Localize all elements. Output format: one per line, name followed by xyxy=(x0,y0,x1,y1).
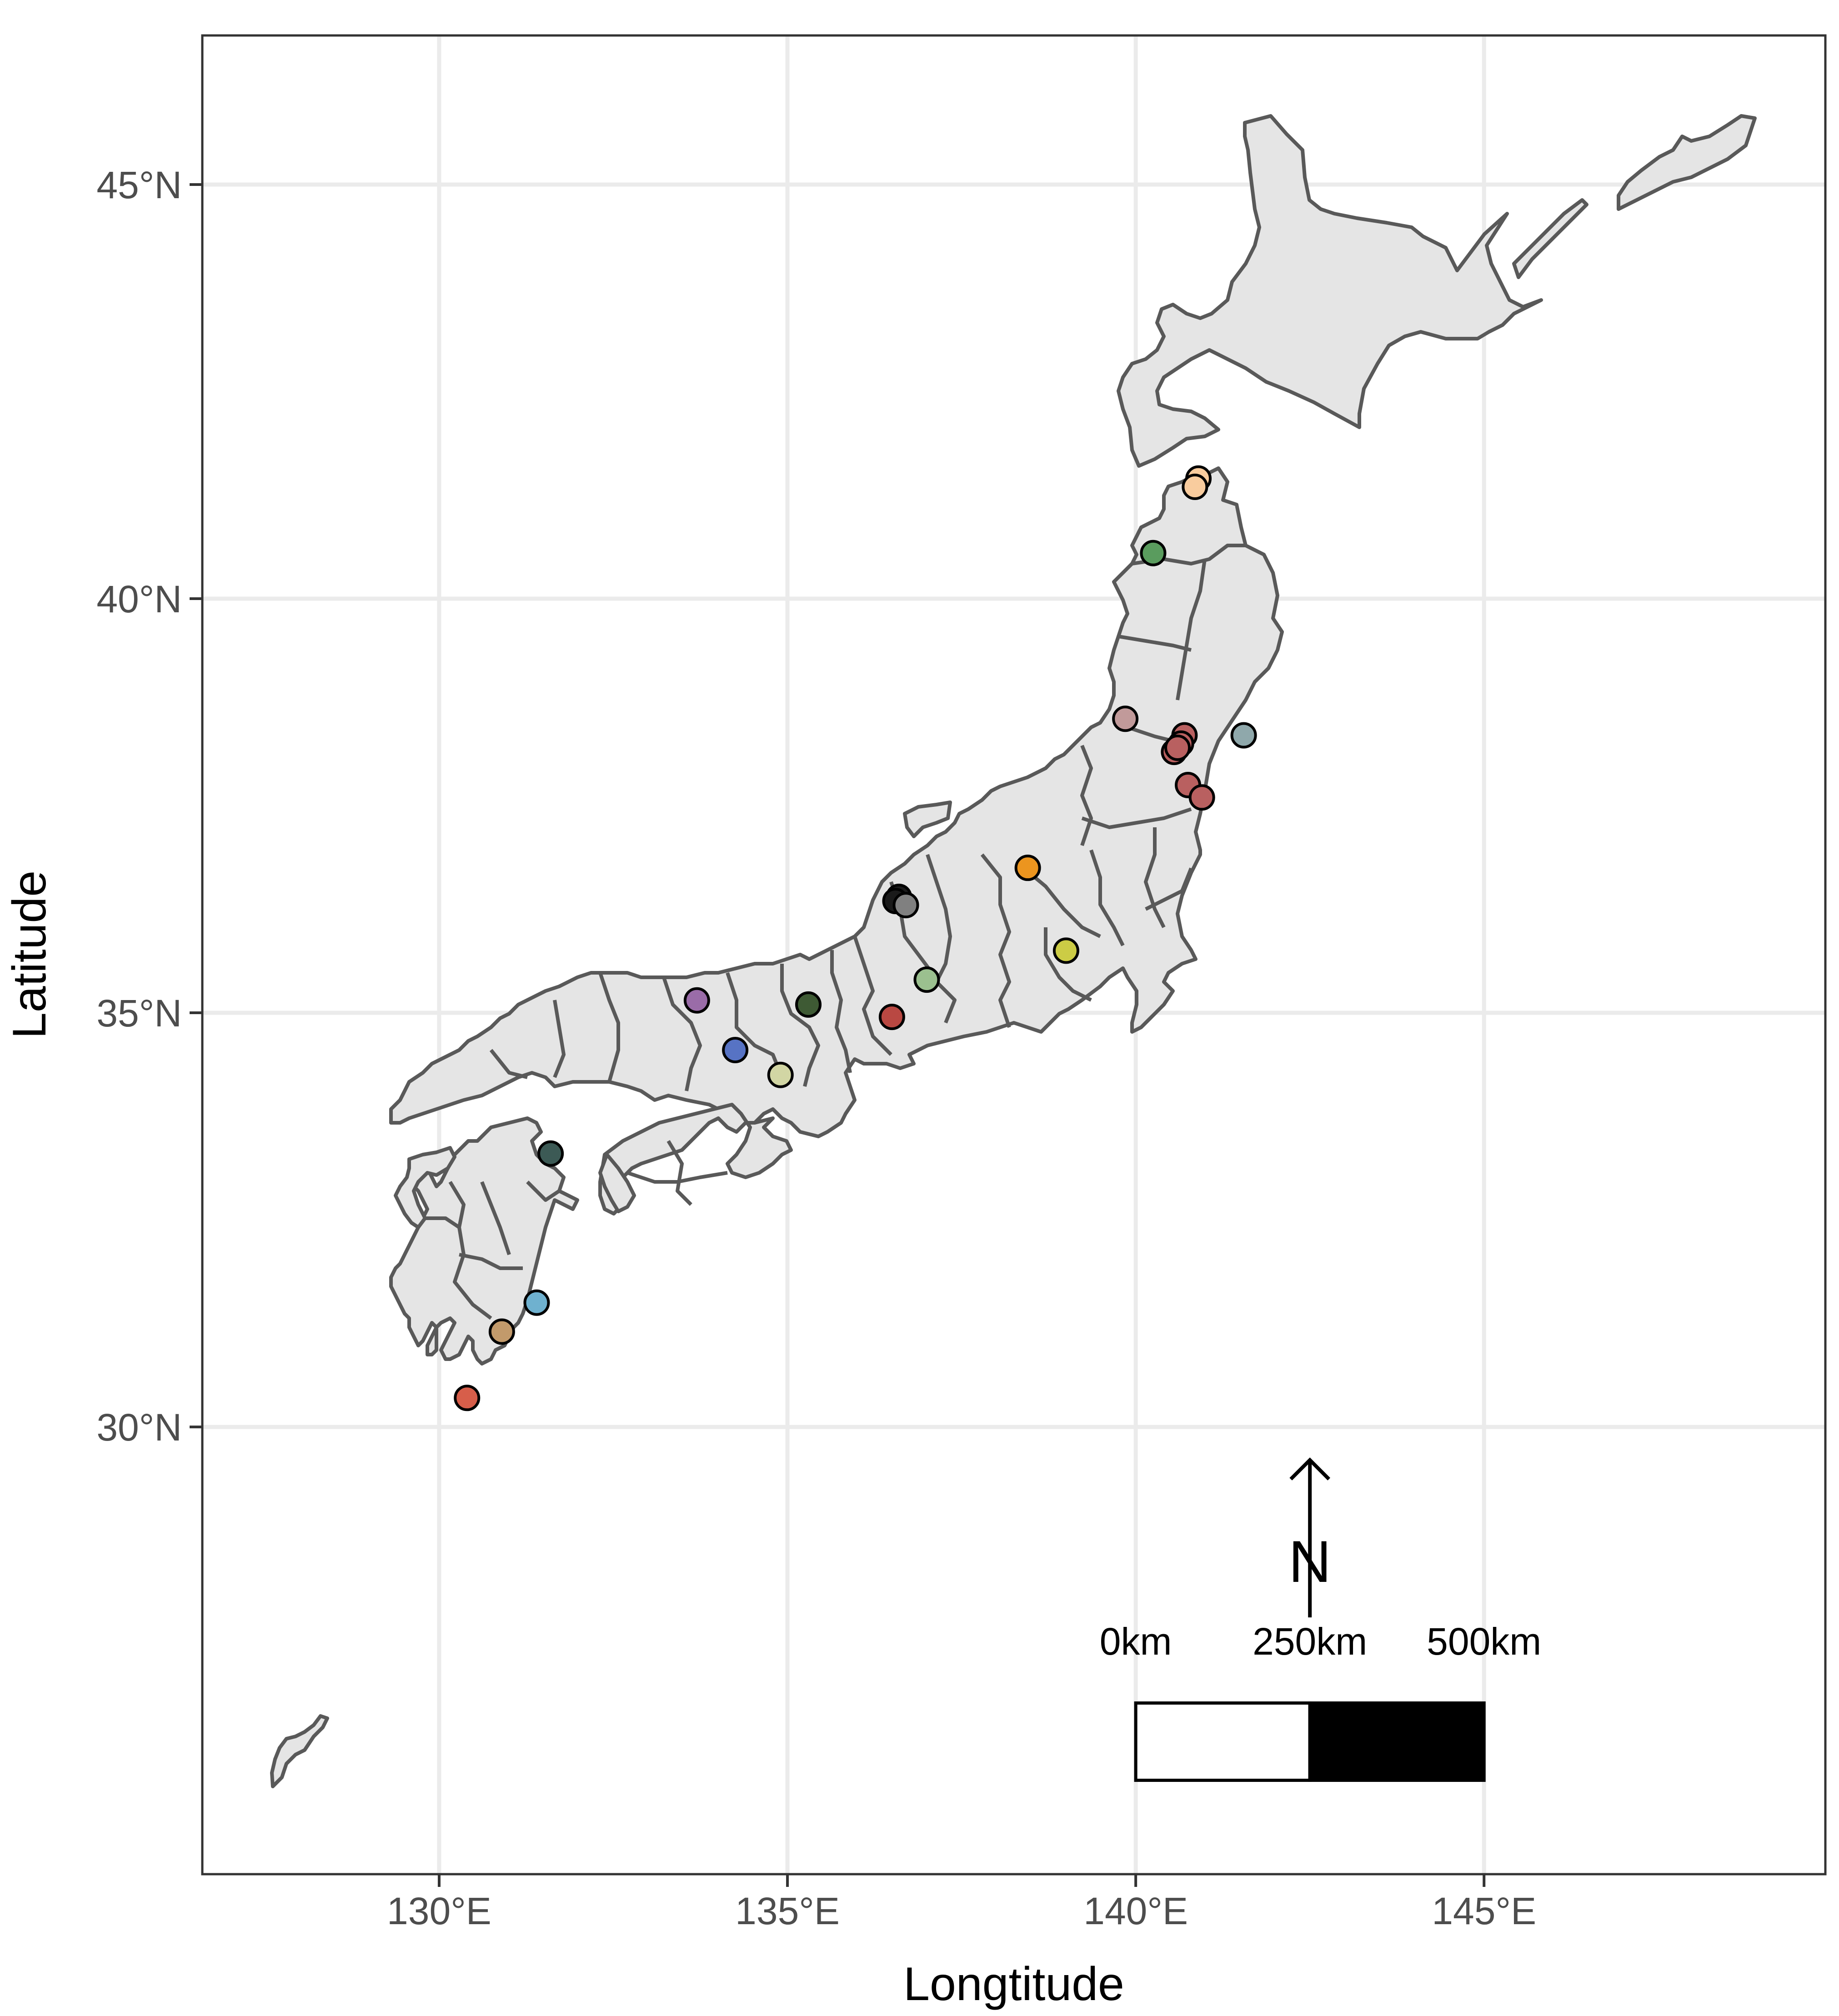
site-point xyxy=(1166,736,1189,760)
site-point xyxy=(1054,939,1078,962)
y-tick-label: 40°N xyxy=(96,578,182,620)
x-tick-label: 140°E xyxy=(1083,1890,1188,1932)
site-point xyxy=(1232,724,1256,747)
scale-bar-segment-black xyxy=(1310,1703,1484,1780)
site-point xyxy=(880,1005,904,1029)
y-axis-title: Latitude xyxy=(3,870,56,1039)
site-point xyxy=(539,1142,562,1166)
x-tick-label: 135°E xyxy=(735,1890,840,1932)
site-point xyxy=(525,1291,548,1315)
site-point xyxy=(455,1386,479,1410)
x-tick-label: 130°E xyxy=(387,1890,491,1932)
site-point xyxy=(769,1063,792,1087)
x-axis-title: Longtitude xyxy=(903,1958,1124,2011)
north-arrow-label: N xyxy=(1288,1528,1331,1595)
y-tick-label: 30°N xyxy=(96,1406,182,1449)
scale-bar-label: 250km xyxy=(1253,1620,1367,1663)
site-point xyxy=(685,989,709,1012)
scale-bar-label: 0km xyxy=(1100,1620,1172,1663)
site-point xyxy=(1183,475,1207,499)
y-tick-label: 35°N xyxy=(96,992,182,1035)
x-tick-label: 145°E xyxy=(1432,1890,1536,1932)
site-point xyxy=(723,1038,747,1062)
site-point xyxy=(797,993,820,1016)
site-point xyxy=(1190,785,1214,809)
site-point xyxy=(894,893,918,917)
y-tick-label: 45°N xyxy=(96,164,182,206)
site-point xyxy=(1016,856,1040,880)
scale-bar-label: 500km xyxy=(1427,1620,1541,1663)
scale-bar-segment-white xyxy=(1136,1703,1310,1780)
site-point xyxy=(915,968,938,991)
site-point xyxy=(490,1320,514,1344)
site-point xyxy=(1141,541,1165,565)
site-point xyxy=(1113,707,1137,730)
